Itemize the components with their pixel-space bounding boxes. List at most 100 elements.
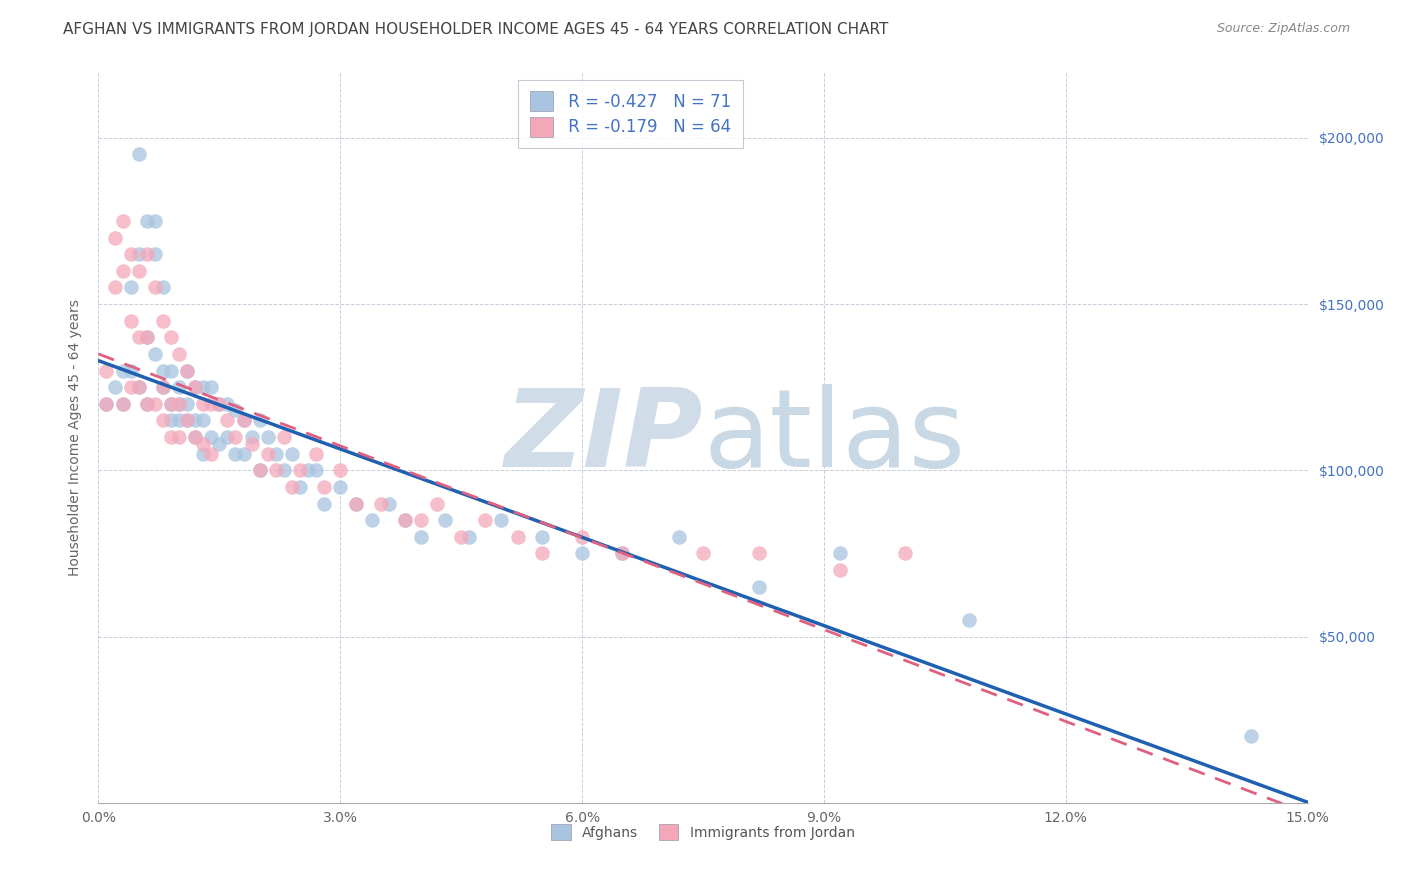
Point bbox=[249, 463, 271, 477]
Point bbox=[329, 480, 352, 494]
Point bbox=[217, 413, 239, 427]
Point bbox=[828, 563, 851, 577]
Point bbox=[184, 413, 207, 427]
Point bbox=[256, 447, 278, 461]
Point bbox=[506, 530, 529, 544]
Point bbox=[128, 380, 150, 394]
Point bbox=[111, 264, 134, 278]
Point bbox=[152, 380, 174, 394]
Point bbox=[1240, 729, 1263, 743]
Point bbox=[208, 436, 231, 450]
Point bbox=[200, 397, 222, 411]
Point bbox=[152, 280, 174, 294]
Point bbox=[530, 546, 553, 560]
Point bbox=[103, 230, 125, 244]
Point bbox=[143, 280, 166, 294]
Point bbox=[111, 214, 134, 228]
Point bbox=[200, 447, 222, 461]
Point bbox=[314, 480, 336, 494]
Point bbox=[344, 497, 367, 511]
Point bbox=[128, 147, 150, 161]
Point bbox=[264, 463, 287, 477]
Point bbox=[329, 463, 352, 477]
Point bbox=[184, 380, 207, 394]
Point bbox=[256, 430, 278, 444]
Legend: Afghans, Immigrants from Jordan: Afghans, Immigrants from Jordan bbox=[544, 817, 862, 847]
Point bbox=[305, 463, 328, 477]
Point bbox=[217, 430, 239, 444]
Point bbox=[249, 463, 271, 477]
Point bbox=[571, 530, 593, 544]
Point bbox=[128, 247, 150, 261]
Point bbox=[96, 397, 118, 411]
Point bbox=[152, 363, 174, 377]
Point bbox=[193, 447, 215, 461]
Point bbox=[120, 247, 142, 261]
Point bbox=[152, 314, 174, 328]
Point bbox=[474, 513, 496, 527]
Point bbox=[176, 413, 198, 427]
Point bbox=[249, 413, 271, 427]
Point bbox=[571, 546, 593, 560]
Point bbox=[224, 430, 246, 444]
Point bbox=[176, 363, 198, 377]
Point bbox=[224, 447, 246, 461]
Point bbox=[120, 380, 142, 394]
Point bbox=[612, 546, 634, 560]
Point bbox=[103, 280, 125, 294]
Point bbox=[200, 380, 222, 394]
Point bbox=[748, 580, 770, 594]
Point bbox=[135, 247, 157, 261]
Point bbox=[409, 513, 432, 527]
Point bbox=[111, 363, 134, 377]
Y-axis label: Householder Income Ages 45 - 64 years: Householder Income Ages 45 - 64 years bbox=[69, 299, 83, 575]
Point bbox=[111, 397, 134, 411]
Point bbox=[208, 397, 231, 411]
Point bbox=[160, 363, 183, 377]
Point bbox=[128, 330, 150, 344]
Point bbox=[394, 513, 416, 527]
Point bbox=[135, 397, 157, 411]
Point bbox=[361, 513, 384, 527]
Point bbox=[344, 497, 367, 511]
Point bbox=[167, 347, 190, 361]
Point bbox=[193, 380, 215, 394]
Point bbox=[160, 330, 183, 344]
Point bbox=[128, 380, 150, 394]
Point bbox=[314, 497, 336, 511]
Point bbox=[167, 397, 190, 411]
Point bbox=[120, 314, 142, 328]
Point bbox=[530, 530, 553, 544]
Point bbox=[668, 530, 690, 544]
Point bbox=[394, 513, 416, 527]
Point bbox=[120, 280, 142, 294]
Point bbox=[409, 530, 432, 544]
Text: ZIP: ZIP bbox=[505, 384, 703, 490]
Point bbox=[143, 347, 166, 361]
Point bbox=[612, 546, 634, 560]
Point bbox=[193, 436, 215, 450]
Point bbox=[184, 380, 207, 394]
Point bbox=[370, 497, 392, 511]
Point bbox=[160, 397, 183, 411]
Point bbox=[176, 413, 198, 427]
Point bbox=[167, 413, 190, 427]
Point bbox=[200, 430, 222, 444]
Point bbox=[692, 546, 714, 560]
Point bbox=[96, 397, 118, 411]
Point bbox=[224, 403, 246, 417]
Point bbox=[135, 330, 157, 344]
Point bbox=[232, 413, 254, 427]
Point bbox=[143, 247, 166, 261]
Point bbox=[143, 397, 166, 411]
Point bbox=[176, 397, 198, 411]
Point bbox=[273, 430, 295, 444]
Point bbox=[160, 430, 183, 444]
Point bbox=[281, 447, 304, 461]
Point bbox=[748, 546, 770, 560]
Point bbox=[232, 447, 254, 461]
Point bbox=[426, 497, 449, 511]
Point bbox=[152, 413, 174, 427]
Point bbox=[297, 463, 319, 477]
Point bbox=[152, 380, 174, 394]
